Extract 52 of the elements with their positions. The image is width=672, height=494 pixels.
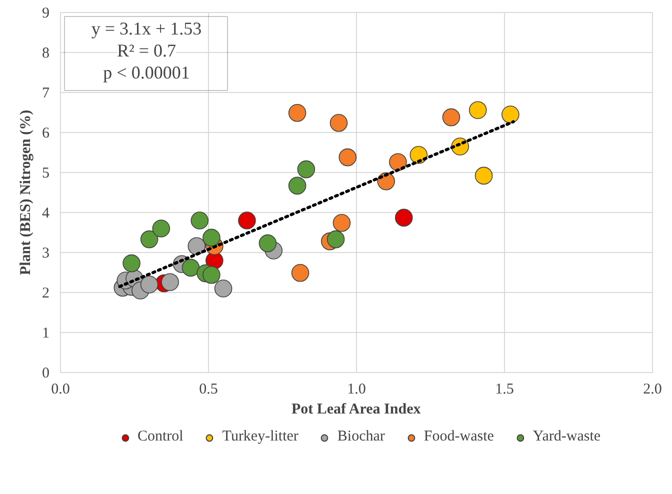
point — [474, 166, 493, 185]
point — [122, 254, 140, 272]
point — [140, 276, 158, 294]
point — [152, 220, 170, 238]
legend-label: Food-waste — [424, 428, 494, 446]
y-axis-title: Plant (BES) Nitrogen (%) — [18, 110, 34, 276]
point — [442, 108, 460, 126]
y-tick-label: 8 — [42, 46, 50, 62]
y-tick-label: 0 — [42, 366, 50, 382]
point — [202, 228, 220, 247]
y-tick-label: 4 — [42, 206, 50, 222]
x-tick-label: 0.5 — [199, 382, 218, 398]
point — [326, 230, 345, 248]
point — [291, 264, 310, 282]
point — [188, 237, 206, 255]
y-tick-label: 7 — [42, 86, 50, 102]
point — [202, 266, 220, 284]
point — [258, 234, 277, 252]
point — [389, 153, 407, 171]
point — [338, 148, 357, 166]
x-tick-label: 1.0 — [347, 382, 366, 398]
point — [161, 273, 179, 291]
y-tick-label: 1 — [42, 326, 50, 342]
point — [330, 114, 348, 132]
y-tick-label: 3 — [42, 246, 50, 262]
point — [288, 176, 306, 195]
legend-label: Yard-waste — [532, 428, 601, 446]
point — [297, 160, 316, 178]
point — [140, 230, 158, 248]
x-tick-label: 2.0 — [643, 382, 662, 398]
legend-label: Turkey-litter — [222, 428, 298, 446]
x-tick-label: 1.5 — [495, 382, 514, 398]
x-tick-label: 0.0 — [51, 382, 70, 398]
annotation: y = 3.1x + 1.53 — [91, 18, 202, 38]
legend-label: Control — [137, 428, 184, 446]
annotation: p < 0.00001 — [103, 62, 190, 82]
x-axis-title: Pot Leaf Area Index — [291, 402, 422, 418]
y-tick-label: 5 — [42, 166, 50, 182]
annotation: R² = 0.7 — [116, 40, 176, 60]
point — [182, 258, 200, 277]
y-tick-label: 2 — [42, 286, 50, 302]
point — [332, 214, 351, 232]
point — [238, 212, 256, 230]
legend-label: Biochar — [337, 428, 385, 446]
point — [288, 104, 306, 122]
point — [394, 208, 413, 227]
point — [190, 212, 209, 230]
point — [502, 106, 520, 124]
point — [214, 280, 232, 298]
point — [468, 101, 487, 119]
y-tick-label: 9 — [42, 6, 50, 22]
y-tick-label: 6 — [42, 126, 50, 142]
